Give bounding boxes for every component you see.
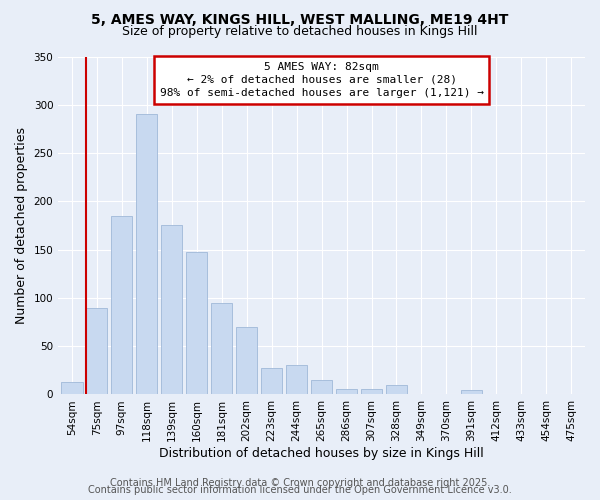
Bar xyxy=(336,388,357,394)
Bar xyxy=(111,216,133,394)
Text: Contains HM Land Registry data © Crown copyright and database right 2025.: Contains HM Land Registry data © Crown c… xyxy=(110,478,490,488)
Bar xyxy=(61,382,83,394)
Bar xyxy=(386,385,407,394)
Bar xyxy=(311,380,332,394)
Bar xyxy=(211,302,232,394)
Text: 5, AMES WAY, KINGS HILL, WEST MALLING, ME19 4HT: 5, AMES WAY, KINGS HILL, WEST MALLING, M… xyxy=(91,12,509,26)
X-axis label: Distribution of detached houses by size in Kings Hill: Distribution of detached houses by size … xyxy=(159,447,484,460)
Text: Contains public sector information licensed under the Open Government Licence v3: Contains public sector information licen… xyxy=(88,485,512,495)
Bar xyxy=(136,114,157,394)
Text: Size of property relative to detached houses in Kings Hill: Size of property relative to detached ho… xyxy=(122,25,478,38)
Bar xyxy=(186,252,208,394)
Bar xyxy=(361,388,382,394)
Bar xyxy=(286,366,307,394)
Y-axis label: Number of detached properties: Number of detached properties xyxy=(15,127,28,324)
Bar xyxy=(86,308,107,394)
Text: 5 AMES WAY: 82sqm
← 2% of detached houses are smaller (28)
98% of semi-detached : 5 AMES WAY: 82sqm ← 2% of detached house… xyxy=(160,62,484,98)
Bar xyxy=(261,368,282,394)
Bar xyxy=(161,224,182,394)
Bar xyxy=(461,390,482,394)
Bar xyxy=(236,327,257,394)
